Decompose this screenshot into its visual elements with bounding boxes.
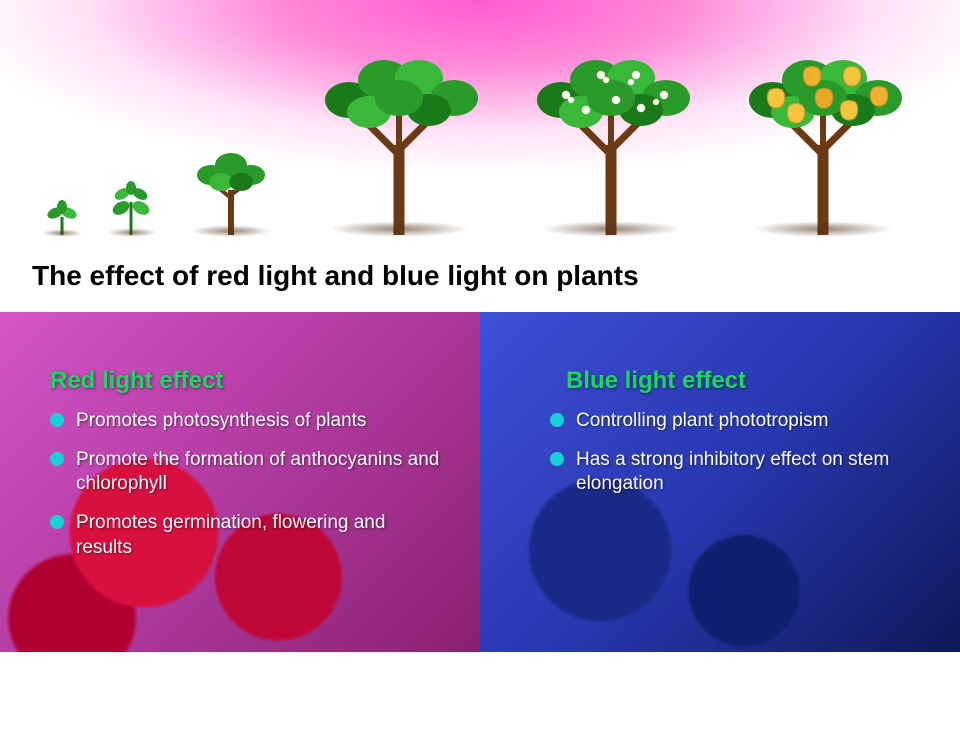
blue-bullet-list: Controlling plant phototropism Has a str…: [550, 409, 920, 497]
growth-glow-banner: [0, 0, 960, 220]
plant-growth-stages: [0, 50, 960, 235]
bullet-dot-icon: [50, 515, 64, 529]
plant-stage-6: [728, 50, 918, 235]
bullet-dot-icon: [550, 452, 564, 466]
bullet-text: Controlling plant phototropism: [576, 409, 828, 434]
bullet-text: Has a strong inhibitory effect on stem e…: [576, 448, 920, 497]
blue-light-panel: Blue light effect Controlling plant phot…: [480, 312, 960, 652]
plant-stage-3: [181, 140, 281, 235]
bullet-text: Promote the formation of anthocyanins an…: [76, 448, 440, 497]
list-item: Promote the formation of anthocyanins an…: [50, 448, 440, 497]
red-bullet-list: Promotes photosynthesis of plants Promot…: [50, 409, 440, 560]
plant-stage-2: [104, 180, 159, 235]
list-item: Controlling plant phototropism: [550, 409, 920, 434]
red-panel-heading: Red light effect: [50, 367, 440, 395]
list-item: Promotes germination, flowering and resu…: [50, 511, 440, 560]
plant-stage-1: [42, 195, 82, 235]
plant-stage-5: [516, 50, 706, 235]
list-item: Has a strong inhibitory effect on stem e…: [550, 448, 920, 497]
bullet-text: Promotes germination, flowering and resu…: [76, 511, 440, 560]
plant-stage-4: [304, 50, 494, 235]
bullet-text: Promotes photosynthesis of plants: [76, 409, 366, 434]
bullet-dot-icon: [50, 413, 64, 427]
bullet-dot-icon: [50, 452, 64, 466]
red-light-panel: Red light effect Promotes photosynthesis…: [0, 312, 480, 652]
list-item: Promotes photosynthesis of plants: [50, 409, 440, 434]
blue-panel-heading: Blue light effect: [566, 367, 920, 395]
bullet-dot-icon: [550, 413, 564, 427]
effect-panels: Red light effect Promotes photosynthesis…: [0, 312, 960, 652]
